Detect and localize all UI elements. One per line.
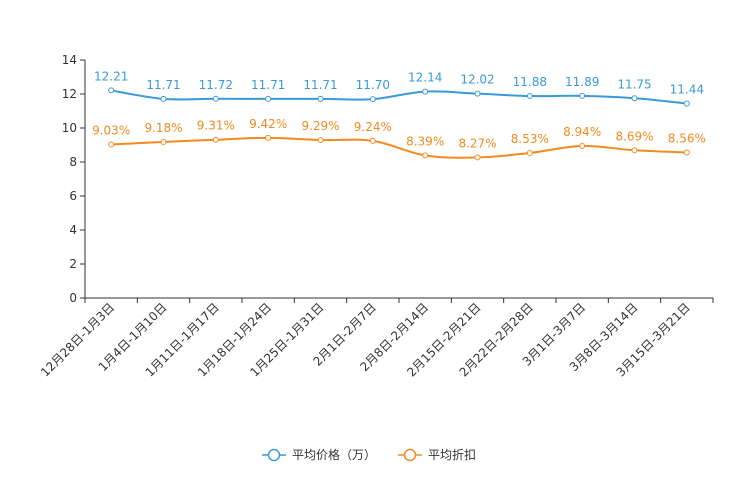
- data-point: [108, 141, 115, 148]
- y-tick-label: 4: [69, 223, 77, 237]
- legend-swatch-marker: [403, 448, 417, 462]
- data-label: 11.44: [670, 83, 704, 97]
- x-axis: 12月28日-1月3日1月4日-1月10日1月11日-1月17日1月18日-1月…: [38, 297, 714, 380]
- data-point: [265, 95, 272, 102]
- data-point: [683, 100, 690, 107]
- data-label: 11.75: [617, 77, 651, 91]
- data-label: 9.03%: [92, 123, 130, 137]
- data-point: [265, 134, 272, 141]
- data-point: [422, 152, 429, 159]
- data-label: 9.24%: [354, 120, 392, 134]
- y-tick-label: 0: [69, 291, 77, 305]
- legend-item-1: 平均折扣: [398, 447, 476, 462]
- y-tick-label: 12: [62, 87, 77, 101]
- data-point: [212, 136, 219, 143]
- data-label: 8.94%: [563, 125, 601, 139]
- data-label: 11.71: [146, 78, 180, 92]
- series-1: 9.03% 9.18% 9.31% 9.42% 9.29% 9.24% 8.39% 8.27%…: [92, 117, 706, 161]
- plot-area: 12.21 11.71 11.72 11.71 11.71 11.70 12.14 12.02…: [92, 69, 706, 161]
- y-tick-label: 14: [62, 53, 77, 67]
- legend-item-0: 平均价格（万）: [262, 447, 376, 462]
- y-tick-label: 6: [69, 189, 77, 203]
- y-axis: 0 2 4 6 8 10 12 14: [62, 53, 86, 305]
- data-point: [160, 95, 167, 102]
- y-tick-label: 2: [69, 257, 77, 271]
- data-point: [160, 138, 167, 145]
- data-label: 11.71: [251, 78, 285, 92]
- data-point: [579, 92, 586, 99]
- data-label: 8.56%: [668, 131, 706, 145]
- data-point: [474, 154, 481, 161]
- data-point: [579, 143, 586, 150]
- data-point: [526, 93, 533, 100]
- data-label: 8.53%: [511, 132, 549, 146]
- data-label: 9.29%: [301, 119, 339, 133]
- y-tick-label: 10: [62, 121, 77, 135]
- y-tick-label: 8: [69, 155, 77, 169]
- data-label: 12.21: [94, 69, 128, 83]
- legend-swatch-marker: [267, 448, 281, 462]
- series-line: [111, 136, 687, 159]
- legend-label: 平均折扣: [428, 447, 476, 462]
- data-point: [369, 137, 376, 144]
- data-point: [422, 88, 429, 95]
- data-point: [212, 95, 219, 102]
- data-label: 11.89: [565, 75, 599, 89]
- data-label: 8.27%: [458, 136, 496, 150]
- data-label: 12.02: [460, 73, 494, 87]
- data-label: 8.39%: [406, 134, 444, 148]
- series-line: [111, 89, 687, 105]
- data-label: 11.72: [199, 78, 233, 92]
- legend: 平均价格（万） 平均折扣: [262, 447, 476, 462]
- data-label: 11.71: [303, 78, 337, 92]
- data-point: [108, 87, 115, 94]
- data-label: 11.88: [513, 75, 547, 89]
- data-label: 8.69%: [615, 129, 653, 143]
- data-point: [631, 95, 638, 102]
- data-label: 9.18%: [144, 121, 182, 135]
- data-point: [317, 137, 324, 144]
- data-point: [683, 149, 690, 156]
- data-point: [474, 90, 481, 97]
- data-point: [317, 95, 324, 102]
- series-0: 12.21 11.71 11.72 11.71 11.71 11.70 12.14 12.02…: [94, 69, 704, 107]
- data-point: [369, 96, 376, 103]
- data-label: 9.31%: [197, 119, 235, 133]
- data-label: 12.14: [408, 71, 442, 85]
- data-label: 9.42%: [249, 117, 287, 131]
- data-label: 11.70: [356, 78, 390, 92]
- legend-label: 平均价格（万）: [292, 447, 376, 462]
- data-point: [526, 149, 533, 156]
- data-point: [631, 147, 638, 154]
